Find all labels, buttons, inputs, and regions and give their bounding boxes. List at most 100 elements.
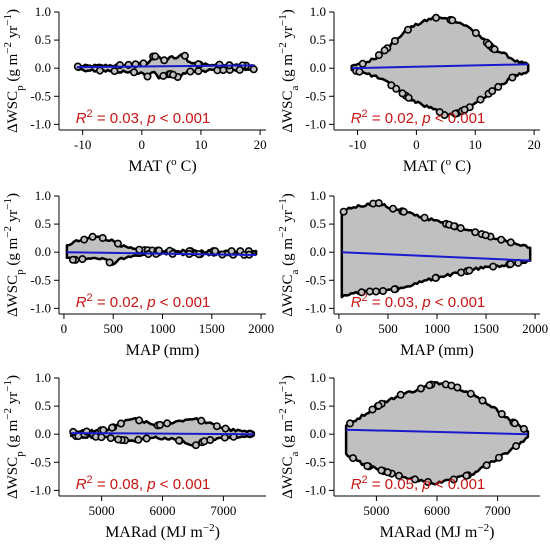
data-point bbox=[388, 204, 397, 213]
data-point bbox=[478, 396, 487, 405]
x-tick-label: 500 bbox=[378, 321, 398, 336]
data-point bbox=[392, 84, 401, 93]
panel-1: -1.0 -0.5 0.0 0.5 1.0 -10 0 10 20 R2 = 0.03, p < … bbox=[2, 4, 267, 175]
y-tick-label: 0.0 bbox=[35, 244, 51, 259]
data-point bbox=[420, 213, 429, 222]
data-point bbox=[374, 51, 383, 60]
data-point bbox=[378, 286, 387, 295]
data-point bbox=[512, 442, 521, 451]
data-point bbox=[135, 245, 144, 254]
y-tick-label: 0.0 bbox=[310, 244, 326, 259]
data-point bbox=[510, 419, 519, 428]
data-point bbox=[348, 454, 357, 463]
data-point bbox=[88, 232, 97, 241]
data-point bbox=[95, 66, 104, 75]
data-point bbox=[471, 228, 480, 237]
x-tick-label: 5000 bbox=[363, 503, 389, 518]
x-tick-label: 2000 bbox=[248, 321, 274, 336]
data-point bbox=[466, 389, 475, 398]
data-point bbox=[404, 93, 413, 102]
stat-annotation: R2 = 0.03, p < 0.001 bbox=[351, 292, 486, 311]
x-tick-label: 500 bbox=[103, 321, 123, 336]
y-tick-label: 1.0 bbox=[35, 188, 51, 203]
x-tick-label: 10 bbox=[194, 137, 207, 152]
data-point bbox=[134, 435, 143, 444]
stat-annotation: R2 = 0.02, p < 0.001 bbox=[76, 292, 211, 311]
x-tick-label: 2000 bbox=[522, 321, 548, 336]
data-point bbox=[383, 468, 392, 477]
data-point bbox=[194, 67, 203, 76]
x-tick-label: 1000 bbox=[424, 321, 450, 336]
data-point bbox=[160, 56, 169, 65]
data-point bbox=[98, 234, 107, 243]
data-point bbox=[169, 70, 178, 79]
data-point bbox=[460, 105, 469, 114]
x-axis-label: MAT (o C) bbox=[128, 156, 196, 175]
data-point bbox=[142, 434, 151, 443]
y-tick-label: 0.5 bbox=[310, 398, 326, 413]
data-point bbox=[462, 471, 471, 480]
data-point bbox=[394, 471, 403, 480]
data-point bbox=[508, 73, 517, 82]
data-point bbox=[403, 25, 412, 34]
data-point bbox=[489, 262, 498, 271]
data-point bbox=[191, 441, 200, 450]
y-tick-label: 0.5 bbox=[35, 32, 51, 47]
data-point bbox=[365, 287, 374, 296]
x-tick-label: -10 bbox=[74, 137, 91, 152]
data-point bbox=[80, 235, 89, 244]
data-point bbox=[163, 419, 172, 428]
data-point bbox=[212, 422, 221, 431]
y-tick-label: -0.5 bbox=[305, 454, 326, 469]
data-point bbox=[357, 288, 366, 297]
data-point bbox=[68, 255, 77, 264]
data-point bbox=[211, 247, 220, 256]
data-point bbox=[374, 199, 383, 208]
data-point bbox=[339, 207, 348, 216]
data-point bbox=[425, 381, 434, 390]
data-point bbox=[494, 82, 503, 91]
y-tick-label: -0.5 bbox=[305, 88, 326, 103]
y-tick-label: -1.0 bbox=[305, 300, 326, 315]
data-point bbox=[380, 46, 389, 55]
data-point bbox=[110, 67, 119, 76]
data-point bbox=[506, 238, 515, 247]
data-point bbox=[78, 255, 87, 264]
x-tick-label: 20 bbox=[528, 137, 541, 152]
x-tick-label: 20 bbox=[254, 137, 267, 152]
data-point bbox=[197, 416, 206, 425]
data-point bbox=[506, 260, 515, 269]
scatter-cloud bbox=[344, 381, 530, 486]
y-tick-label: -0.5 bbox=[30, 454, 51, 469]
data-point bbox=[377, 466, 386, 475]
data-point bbox=[482, 461, 491, 470]
y-tick-label: 0.5 bbox=[310, 32, 326, 47]
fit-line bbox=[351, 63, 529, 70]
scatter-cloud bbox=[340, 201, 532, 299]
y-tick-label: -1.0 bbox=[30, 116, 51, 131]
data-point bbox=[471, 28, 480, 37]
x-axis-label: MARad (MJ m−2) bbox=[105, 522, 220, 541]
data-point bbox=[390, 36, 399, 45]
data-point bbox=[416, 384, 425, 393]
x-tick-label: 10 bbox=[469, 137, 482, 152]
data-point bbox=[390, 285, 399, 294]
y-tick-label: 1.0 bbox=[35, 4, 51, 19]
data-point bbox=[105, 258, 114, 267]
panel-6: -1.0 -0.5 0.0 0.5 1.0 5000 6000 7000 R2 = 0.05, … bbox=[277, 370, 540, 541]
data-point bbox=[453, 383, 462, 392]
data-point bbox=[227, 247, 236, 256]
data-point bbox=[497, 235, 506, 244]
data-point bbox=[456, 224, 465, 233]
x-tick-label: 7000 bbox=[210, 503, 236, 518]
x-axis-label: MAT (o C) bbox=[403, 156, 471, 175]
y-tick-label: 0.5 bbox=[35, 398, 51, 413]
stat-annotation: R2 = 0.02, p < 0.001 bbox=[351, 108, 486, 127]
data-point bbox=[363, 461, 372, 470]
data-point bbox=[106, 434, 115, 443]
fit-line bbox=[76, 64, 255, 69]
x-tick-label: 6000 bbox=[424, 503, 450, 518]
panel-4: -1.0 -0.5 0.0 0.5 1.0 0 500 1000 1500 2000 R2 = 0.… bbox=[277, 188, 548, 359]
y-axis-label: ΔWSCa (g m−2 yr−1) bbox=[277, 9, 301, 132]
data-point bbox=[156, 420, 165, 429]
